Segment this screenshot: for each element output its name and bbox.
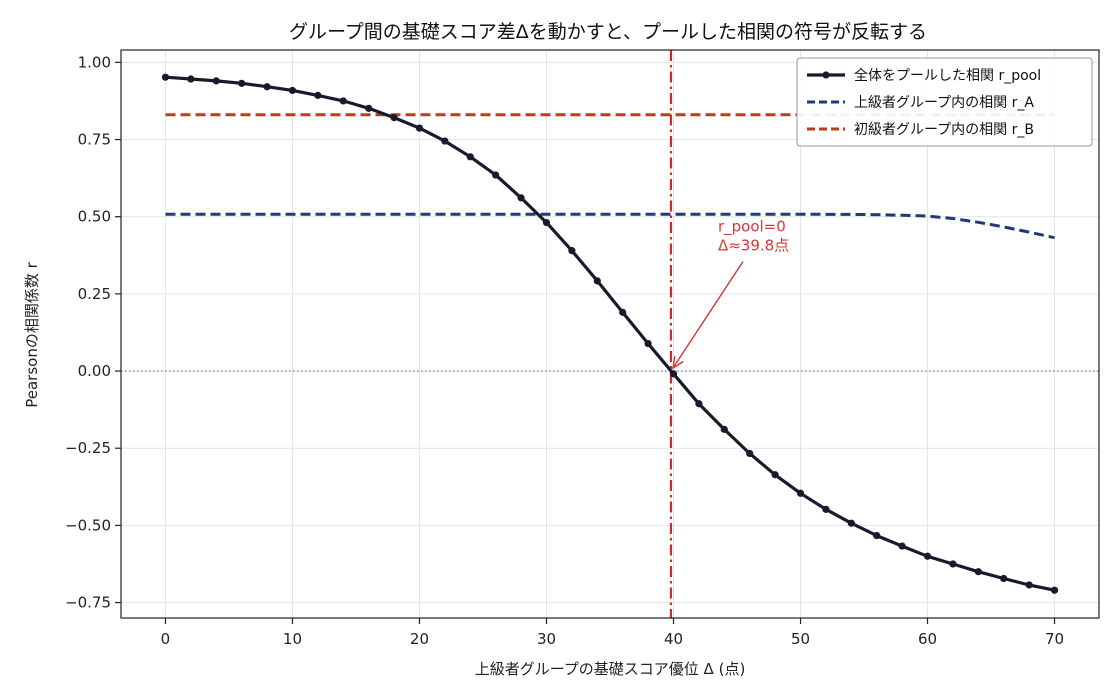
reference-lines xyxy=(121,50,1099,618)
x-tick-label: 20 xyxy=(410,630,429,648)
r-pool-point xyxy=(847,519,855,527)
r-pool-point xyxy=(365,104,373,112)
r-pool-point xyxy=(746,449,754,458)
tick-layer: 0 10 20 30 40 50 60 70 1.00 0.75 0.50 0.25 0.00 −0.25… xyxy=(65,53,1064,648)
y-tick-label: 0.25 xyxy=(78,285,111,303)
chart-title: グループ間の基礎スコア差Δを動かすと、プールした相関の符号が反転する xyxy=(289,21,927,43)
annotation-line-1: r_pool=0 xyxy=(718,218,786,237)
r-pool-point xyxy=(339,97,347,105)
r-pool-point xyxy=(644,339,652,348)
r-pool-point xyxy=(949,560,957,568)
r-pool-point xyxy=(619,308,627,316)
series-line-r-pool xyxy=(165,75,1055,592)
r-pool-point xyxy=(923,552,932,560)
r-pool-point xyxy=(822,505,830,513)
y-tick-label: −0.75 xyxy=(65,594,111,612)
r-pool-point xyxy=(238,79,246,87)
y-axis-label: Pearsonの相関係数 r xyxy=(23,261,41,407)
r-pool-point xyxy=(898,542,906,550)
annotation-arrow-head xyxy=(672,355,684,370)
r-pool-point xyxy=(1000,574,1008,583)
r-pool-point xyxy=(390,114,398,122)
r-pool-point xyxy=(796,489,805,497)
r-pool-point xyxy=(492,171,500,179)
r-pool-point xyxy=(1050,586,1059,594)
legend-entry-label: 初級者グループ内の相関 r_B xyxy=(854,121,1034,138)
legend-entry-label: 上級者グループ内の相関 r_A xyxy=(854,95,1034,111)
r-pool-point xyxy=(161,73,170,81)
x-tick-label: 70 xyxy=(1045,630,1064,648)
r-pool-point xyxy=(542,218,551,227)
x-tick-label: 40 xyxy=(664,630,683,648)
x-tick-label: 30 xyxy=(537,630,556,648)
y-tick-label: 0.00 xyxy=(78,362,111,380)
legend-swatch-marker xyxy=(822,71,830,79)
annotation-layer: r_pool=0Δ≈39.8点 xyxy=(672,218,789,370)
x-tick-label: 0 xyxy=(161,630,171,648)
annotation-line-2: Δ≈39.8点 xyxy=(718,237,789,255)
y-tick-label: 1.00 xyxy=(78,53,111,71)
r-pool-point xyxy=(771,471,779,479)
r-pool-point xyxy=(187,75,195,83)
r-pool-point xyxy=(441,137,449,145)
r-pool-point xyxy=(212,77,220,85)
series-line-r-a xyxy=(165,212,1055,240)
annotation-arrow-shaft xyxy=(672,261,744,369)
r-pool-point xyxy=(568,247,576,255)
r-pool-point xyxy=(593,277,601,285)
r-pool-point xyxy=(873,531,881,540)
r-pool-point xyxy=(263,83,271,91)
x-tick-label: 60 xyxy=(918,630,937,648)
r-pool-point xyxy=(314,91,322,99)
r-pool-point xyxy=(974,568,982,576)
r-pool-point xyxy=(415,124,424,132)
r-pool-point xyxy=(695,400,703,408)
r-pool-point xyxy=(288,86,297,95)
legend: 全体をプールした相関 r_pool 上級者グループ内の相関 r_A 初級者グループ内… xyxy=(796,57,1093,147)
y-tick-label: −0.25 xyxy=(65,439,111,457)
r-pool-point xyxy=(1025,581,1033,589)
plot-frame xyxy=(120,49,1100,619)
r-pool-point xyxy=(669,370,678,378)
r-pool-point xyxy=(466,153,474,161)
x-tick-label: 50 xyxy=(791,630,810,648)
r-pool-point xyxy=(517,194,525,202)
x-axis-label: 上級者グループの基礎スコア優位 Δ (点) xyxy=(475,660,746,678)
legend-entry-label: 全体をプールした相関 r_pool xyxy=(854,67,1041,84)
y-tick-label: 0.50 xyxy=(78,208,111,226)
legend-box xyxy=(796,57,1093,147)
y-tick-label: −0.50 xyxy=(65,516,111,534)
y-tick-label: 0.75 xyxy=(78,131,111,149)
x-tick-label: 10 xyxy=(283,630,302,648)
r-pool-point xyxy=(720,425,728,433)
